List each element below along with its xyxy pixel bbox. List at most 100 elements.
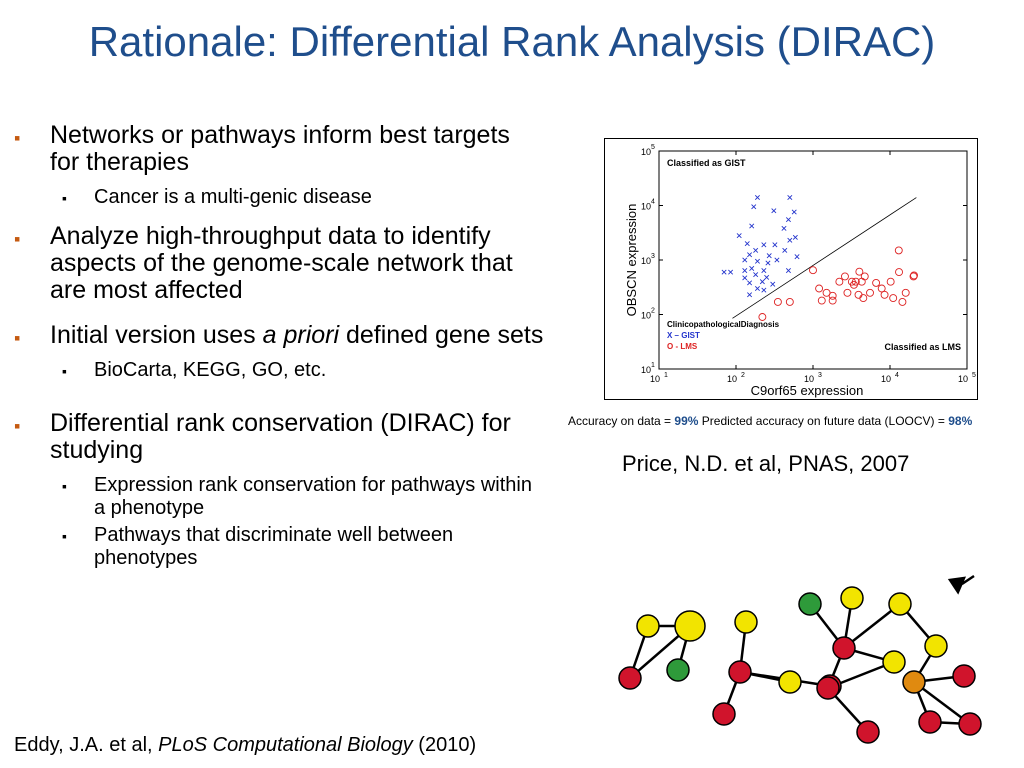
gist-point	[747, 280, 753, 286]
scatter-chart: 10 1 10 2 10 3 10 4 10 5 10 1 10 2 10 3 10 4 10 5 C9orf65 ex…	[604, 138, 978, 400]
network-node	[832, 636, 856, 660]
gist-point	[781, 225, 787, 231]
y-tick-label: 10	[641, 202, 651, 212]
gist-point	[753, 247, 759, 253]
bullet-initial-version: ▪ Initial version uses a priori defined …	[14, 322, 544, 349]
sub-bullet: ▪ BioCarta, KEGG, GO, etc.	[14, 359, 544, 382]
gist-point	[747, 292, 753, 298]
lms-point	[880, 290, 889, 299]
gist-point	[791, 209, 797, 215]
lms-point	[773, 297, 782, 306]
lms-point	[898, 297, 907, 306]
x-tick-exponent: 5	[972, 372, 976, 379]
network-graph	[618, 574, 982, 744]
legend-entry: O - LMS	[667, 342, 698, 351]
y-tick-label: 10	[641, 256, 651, 266]
lms-point	[841, 272, 849, 281]
gist-point	[742, 257, 748, 263]
gist-point	[770, 281, 776, 287]
network-node	[840, 586, 864, 610]
network-node	[902, 670, 926, 694]
citation-journal: PLoS Computational Biology	[158, 734, 413, 756]
lms-point	[815, 284, 824, 293]
sub-bullet-text: Pathways that discriminate well between …	[94, 524, 454, 569]
lms-point	[758, 313, 767, 321]
y-tick-label: 10	[641, 311, 651, 321]
network-graphic	[618, 574, 1024, 749]
y-tick-exponent: 2	[651, 308, 655, 315]
bullet-dirac: ▪ Differential rank conservation (DIRAC)…	[14, 410, 544, 464]
bullet-text-post: defined gene sets	[339, 321, 544, 349]
gist-point	[761, 268, 767, 274]
lms-point	[910, 271, 918, 280]
gist-point	[766, 253, 772, 259]
network-node	[918, 710, 942, 734]
network-node	[816, 676, 840, 700]
network-node	[636, 614, 660, 638]
loocv-value: 98%	[948, 414, 973, 428]
gist-point	[754, 195, 760, 201]
gist-point	[728, 269, 734, 275]
citation-authors: Eddy, J.A. et al,	[14, 734, 159, 756]
lms-point	[872, 278, 881, 287]
bullet-text-emphasis: a priori	[262, 321, 340, 349]
bullet-text: Differential rank conservation (DIRAC) f…	[50, 409, 511, 464]
bullet-list: ▪ Networks or pathways inform best targe…	[14, 122, 544, 584]
legend-entry: X – GIST	[667, 331, 700, 340]
gist-point	[747, 252, 753, 258]
sub-bullet-marker: ▪	[62, 528, 67, 544]
lms-point	[828, 291, 837, 300]
citation-eddy: Eddy, J.A. et al, PLoS Computational Bio…	[14, 734, 476, 757]
network-node	[728, 660, 752, 684]
lms-point	[849, 280, 858, 289]
citation-year: (2010)	[412, 734, 477, 756]
network-node	[674, 610, 706, 642]
gist-point	[787, 195, 793, 201]
x-tick-exponent: 4	[895, 372, 899, 379]
cursor-arrow-icon	[947, 574, 975, 595]
gist-point	[753, 272, 759, 278]
network-node	[798, 592, 822, 616]
accuracy-caption: Accuracy on data = 99% Predicted accurac…	[568, 414, 1020, 428]
y-tick-label: 10	[641, 147, 651, 157]
network-node	[952, 664, 976, 688]
lms-point	[828, 296, 837, 305]
lms-point	[854, 290, 863, 299]
decision-boundary-line	[732, 197, 917, 319]
accuracy-value: 99%	[674, 414, 699, 428]
gist-point	[749, 265, 755, 271]
bullet-marker: ▪	[14, 229, 21, 249]
citation-price: Price, N.D. et al, PNAS, 2007	[622, 451, 910, 476]
gist-point	[721, 269, 727, 275]
sub-bullets-dirac: ▪ Expression rank conservation for pathw…	[14, 474, 544, 570]
network-node	[958, 712, 982, 736]
sub-bullet: ▪ Pathways that discriminate well betwee…	[14, 524, 544, 570]
plot-frame	[658, 150, 968, 370]
y-tick-label: 10	[641, 365, 651, 375]
lms-point	[817, 296, 826, 305]
gist-point	[787, 237, 793, 243]
sub-bullets-initial: ▪ BioCarta, KEGG, GO, etc.	[14, 359, 544, 382]
bullet-text-pre: Initial version uses	[50, 321, 263, 349]
gist-point	[761, 242, 767, 248]
accuracy-mid: Predicted accuracy on future data (LOOCV…	[698, 414, 949, 428]
sub-bullets-networks: ▪ Cancer is a multi-genic disease	[14, 186, 544, 209]
network-node	[712, 702, 736, 726]
gist-point	[785, 268, 791, 274]
network-node	[666, 658, 690, 682]
x-tick-exponent: 2	[741, 372, 745, 379]
annotation-lms: Classified as LMS	[884, 342, 961, 352]
gist-point	[785, 217, 791, 223]
x-tick-label: 10	[881, 374, 891, 384]
x-axis-label: C9orf65 expression	[751, 383, 864, 398]
bullet-marker: ▪	[14, 128, 21, 148]
lms-point	[895, 268, 903, 277]
legend-title: ClinicopathologicalDiagnosis	[667, 320, 780, 329]
y-tick-exponent: 3	[651, 253, 655, 260]
sub-bullet-text: BioCarta, KEGG, GO, etc.	[94, 359, 327, 381]
x-tick-exponent: 3	[818, 372, 822, 379]
bullet-marker: ▪	[14, 416, 21, 436]
sub-bullet-marker: ▪	[62, 190, 67, 206]
lms-point	[889, 294, 898, 303]
network-node	[882, 650, 906, 674]
